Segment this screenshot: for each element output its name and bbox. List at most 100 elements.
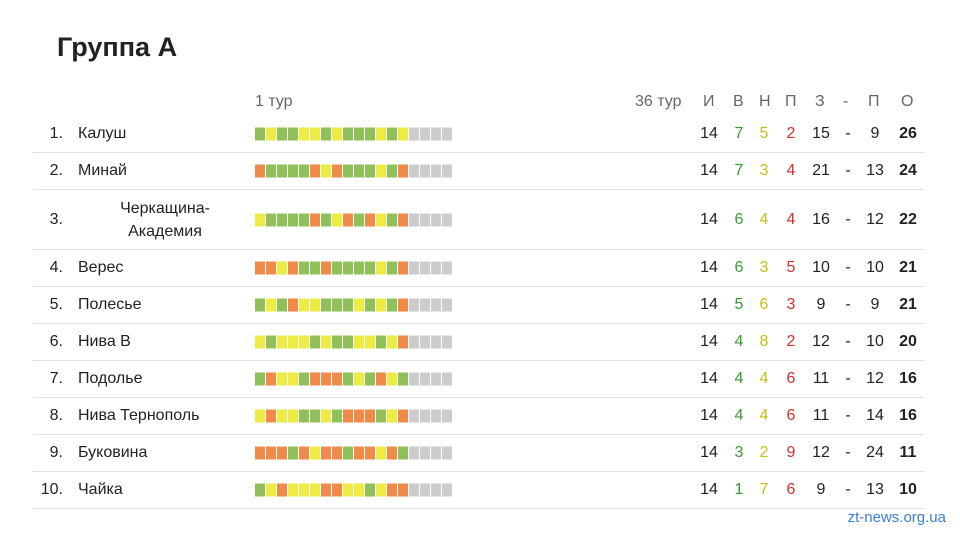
form-result-square[interactable] — [376, 372, 386, 386]
form-result-square[interactable] — [409, 164, 419, 178]
team-name[interactable]: Верес — [78, 259, 124, 276]
form-result-square[interactable] — [420, 213, 430, 226]
form-result-square[interactable] — [255, 298, 265, 312]
form-result-square[interactable] — [343, 372, 353, 386]
form-result-square[interactable] — [398, 483, 408, 497]
table-row[interactable]: 7. Подолье 14 4 4 6 11-12 16 — [33, 361, 924, 398]
form-result-square[interactable] — [288, 409, 298, 423]
form-result-square[interactable] — [354, 483, 364, 497]
form-result-square[interactable] — [266, 298, 276, 312]
form-result-square[interactable] — [387, 372, 397, 386]
form-result-square[interactable] — [288, 446, 298, 460]
form-result-square[interactable] — [310, 335, 320, 349]
form-result-square[interactable] — [299, 446, 309, 460]
form-result-square[interactable] — [376, 409, 386, 423]
form-result-square[interactable] — [420, 372, 430, 386]
form-result-square[interactable] — [409, 127, 419, 141]
form-result-square[interactable] — [310, 298, 320, 312]
table-row[interactable]: 3. Черкащина- Академия 14 6 4 4 16-12 22 — [33, 190, 924, 250]
form-result-square[interactable] — [288, 335, 298, 349]
form-result-square[interactable] — [354, 213, 364, 226]
form-result-square[interactable] — [343, 298, 353, 312]
form-result-square[interactable] — [332, 261, 342, 275]
form-result-square[interactable] — [255, 213, 265, 226]
form-result-square[interactable] — [365, 127, 375, 141]
form-result-square[interactable] — [387, 213, 397, 226]
team-name[interactable]: Буковина — [78, 444, 148, 461]
form-result-square[interactable] — [277, 261, 287, 275]
form-result-square[interactable] — [442, 335, 452, 349]
form-result-square[interactable] — [365, 213, 375, 226]
form-result-square[interactable] — [398, 164, 408, 178]
form-result-square[interactable] — [332, 483, 342, 497]
form-result-square[interactable] — [299, 213, 309, 226]
form-result-square[interactable] — [255, 483, 265, 497]
form-result-square[interactable] — [310, 372, 320, 386]
form-result-square[interactable] — [299, 164, 309, 178]
form-result-square[interactable] — [387, 409, 397, 423]
form-result-square[interactable] — [266, 483, 276, 497]
form-result-square[interactable] — [442, 298, 452, 312]
form-result-square[interactable] — [442, 483, 452, 497]
form-result-square[interactable] — [387, 446, 397, 460]
form-result-square[interactable] — [310, 127, 320, 141]
form-result-square[interactable] — [398, 335, 408, 349]
form-result-square[interactable] — [420, 335, 430, 349]
table-row[interactable]: 8. Нива Тернополь 14 4 4 6 11-14 16 — [33, 398, 924, 435]
form-result-square[interactable] — [332, 446, 342, 460]
form-result-square[interactable] — [321, 298, 331, 312]
form-result-square[interactable] — [354, 261, 364, 275]
form-result-square[interactable] — [420, 483, 430, 497]
form-result-square[interactable] — [365, 446, 375, 460]
form-result-square[interactable] — [332, 335, 342, 349]
team-name[interactable]: Нива В — [78, 333, 131, 350]
form-result-square[interactable] — [343, 335, 353, 349]
team-name[interactable]: Черкащина- Академия — [120, 199, 210, 240]
form-result-square[interactable] — [288, 213, 298, 226]
form-result-square[interactable] — [409, 483, 419, 497]
form-result-square[interactable] — [376, 164, 386, 178]
form-result-square[interactable] — [288, 164, 298, 178]
form-result-square[interactable] — [442, 127, 452, 141]
form-result-square[interactable] — [365, 164, 375, 178]
form-result-square[interactable] — [354, 127, 364, 141]
form-result-square[interactable] — [365, 335, 375, 349]
form-result-square[interactable] — [255, 261, 265, 275]
form-result-square[interactable] — [321, 127, 331, 141]
form-result-square[interactable] — [398, 298, 408, 312]
form-result-square[interactable] — [332, 127, 342, 141]
form-result-square[interactable] — [288, 298, 298, 312]
form-result-square[interactable] — [442, 409, 452, 423]
form-result-square[interactable] — [365, 483, 375, 497]
form-result-square[interactable] — [277, 164, 287, 178]
table-row[interactable]: 2. Минай 14 7 3 4 21-13 24 — [33, 153, 924, 190]
form-result-square[interactable] — [288, 372, 298, 386]
team-name[interactable]: Калуш — [78, 125, 127, 142]
team-name[interactable]: Минай — [78, 162, 127, 179]
form-result-square[interactable] — [420, 446, 430, 460]
form-result-square[interactable] — [420, 164, 430, 178]
form-result-square[interactable] — [277, 372, 287, 386]
form-result-square[interactable] — [387, 164, 397, 178]
form-result-square[interactable] — [354, 335, 364, 349]
form-result-square[interactable] — [387, 335, 397, 349]
form-result-square[interactable] — [398, 261, 408, 275]
form-result-square[interactable] — [409, 372, 419, 386]
form-result-square[interactable] — [431, 409, 441, 423]
table-row[interactable]: 10. Чайка 14 1 7 6 9 -13 10 — [33, 472, 924, 509]
form-result-square[interactable] — [409, 335, 419, 349]
form-result-square[interactable] — [255, 372, 265, 386]
form-result-square[interactable] — [332, 213, 342, 226]
form-result-square[interactable] — [266, 164, 276, 178]
form-result-square[interactable] — [255, 409, 265, 423]
form-result-square[interactable] — [376, 213, 386, 226]
form-result-square[interactable] — [376, 127, 386, 141]
form-result-square[interactable] — [321, 213, 331, 226]
form-result-square[interactable] — [442, 213, 452, 226]
form-result-square[interactable] — [354, 164, 364, 178]
form-result-square[interactable] — [299, 372, 309, 386]
form-result-square[interactable] — [277, 335, 287, 349]
form-result-square[interactable] — [299, 127, 309, 141]
form-result-square[interactable] — [343, 261, 353, 275]
form-result-square[interactable] — [442, 446, 452, 460]
